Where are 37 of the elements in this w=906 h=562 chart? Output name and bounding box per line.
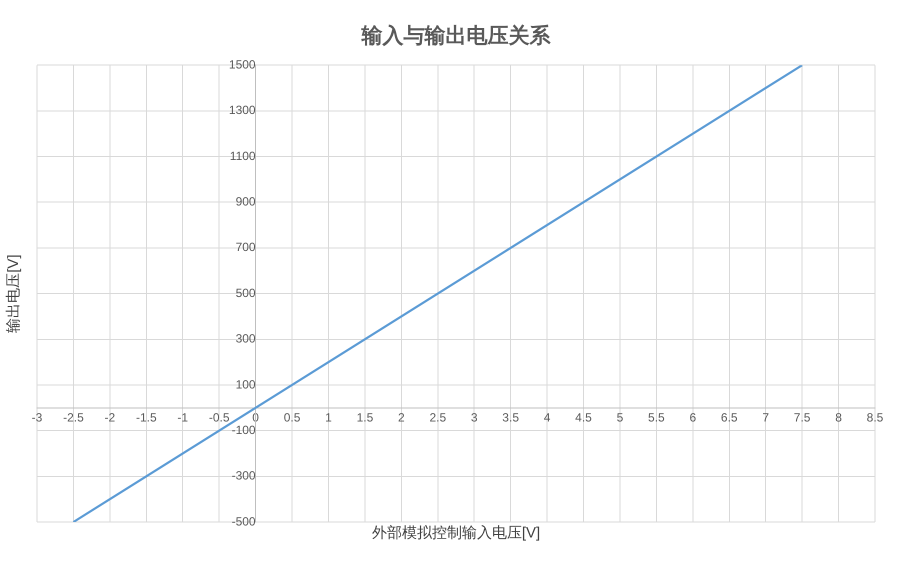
x-tick-label: 7	[762, 410, 770, 424]
x-tick-label: 3.5	[502, 410, 520, 424]
x-tick-label: 1	[325, 410, 332, 424]
y-tick-label: 100	[236, 377, 256, 392]
y-tick-label: 300	[236, 332, 256, 346]
x-tick-label: -3	[32, 410, 43, 424]
x-axis-title: 外部模拟控制输入电压[V]	[372, 524, 540, 542]
x-tick-label: 3	[470, 410, 478, 424]
x-tick-label: 2	[398, 410, 406, 424]
x-tick-label: 8.5	[866, 410, 884, 424]
x-tick-label: -1.5	[136, 410, 157, 424]
y-tick-label: 1100	[230, 148, 256, 163]
chart-title: 输入与输出电压关系	[360, 23, 552, 48]
x-tick-label: 0.5	[284, 410, 301, 424]
x-tick-label: 1.5	[356, 410, 374, 424]
x-tick-label: 4.5	[575, 410, 592, 424]
x-tick-label: 6.5	[720, 410, 738, 424]
y-tick-label: -100	[232, 422, 256, 437]
y-tick-label: 1500	[228, 58, 256, 72]
x-tick-label: 7.5	[794, 410, 811, 424]
x-tick-label: -1	[177, 410, 188, 424]
y-tick-label: 500	[236, 286, 256, 300]
x-tick-label: 5.5	[648, 410, 666, 424]
x-tick-label: -2	[104, 410, 116, 424]
x-tick-label: -2.5	[63, 410, 84, 424]
y-axis-title: 输出电压[V]	[5, 254, 22, 333]
x-tick-label: -0.5	[208, 410, 230, 424]
x-tick-label: 4	[544, 410, 551, 424]
y-tick-label: -500	[232, 514, 256, 528]
y-tick-label: 1300	[228, 103, 256, 118]
x-tick-label: 8	[835, 410, 842, 424]
y-tick-label: 700	[236, 240, 256, 254]
y-tick-label: 900	[236, 194, 256, 209]
y-tick-label: -300	[232, 468, 256, 483]
x-tick-label: 5	[616, 410, 624, 424]
x-tick-label: 2.5	[429, 410, 446, 424]
x-tick-label: 6	[689, 410, 696, 424]
